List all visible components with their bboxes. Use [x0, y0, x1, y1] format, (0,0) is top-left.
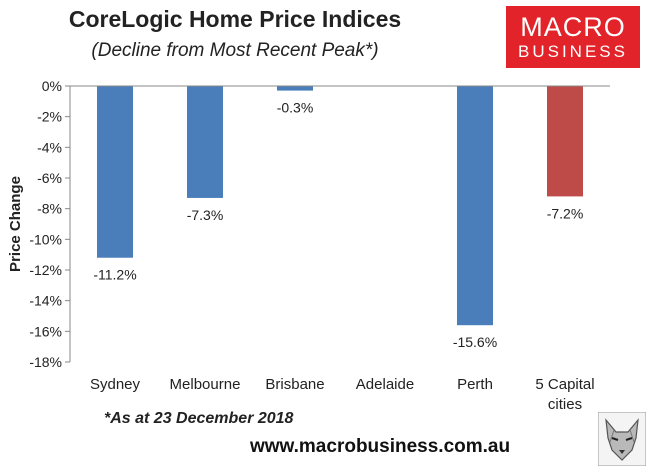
wolf-icon: [598, 412, 646, 466]
data-label: -0.3%: [277, 100, 314, 116]
macro-business-logo: MACRO BUSINESS: [506, 6, 640, 68]
x-tick-label: cities: [548, 396, 582, 413]
y-tick-label: -8%: [37, 201, 62, 217]
website-url: www.macrobusiness.com.au: [250, 436, 511, 457]
logo-line2: BUSINESS: [518, 42, 628, 61]
x-tick-label: Brisbane: [265, 376, 324, 393]
bar: [187, 86, 223, 198]
data-label: -7.3%: [187, 207, 224, 223]
x-tick-label: Sydney: [90, 376, 141, 393]
bar: [457, 86, 493, 326]
chart-title: CoreLogic Home Price Indices: [68, 6, 402, 32]
logo-line1: MACRO: [520, 12, 626, 42]
x-tick-label: Melbourne: [170, 376, 241, 393]
footnote: *As at 23 December 2018: [104, 410, 294, 427]
y-tick-label: -4%: [37, 139, 62, 155]
x-tick-label: Perth: [457, 376, 493, 393]
data-label: -7.2%: [547, 205, 584, 221]
y-axis-title: Price Change: [7, 176, 24, 272]
bar: [277, 86, 313, 91]
y-tick-label: 0%: [42, 78, 62, 94]
x-tick-label: 5 Capital: [535, 376, 594, 393]
chart-subtitle: (Decline from Most Recent Peak*): [91, 40, 379, 61]
y-tick-label: -10%: [29, 231, 62, 247]
bar: [547, 86, 583, 197]
y-tick-label: -2%: [37, 109, 62, 125]
y-tick-label: -16%: [29, 323, 62, 339]
data-label: -15.6%: [453, 334, 497, 350]
x-tick-label: Adelaide: [356, 376, 414, 393]
data-label: -11.2%: [93, 267, 136, 283]
y-tick-label: -6%: [37, 170, 62, 186]
y-tick-label: -14%: [29, 293, 62, 309]
y-tick-label: -12%: [29, 262, 62, 278]
bar: [97, 86, 133, 258]
y-tick-label: -18%: [29, 354, 62, 370]
